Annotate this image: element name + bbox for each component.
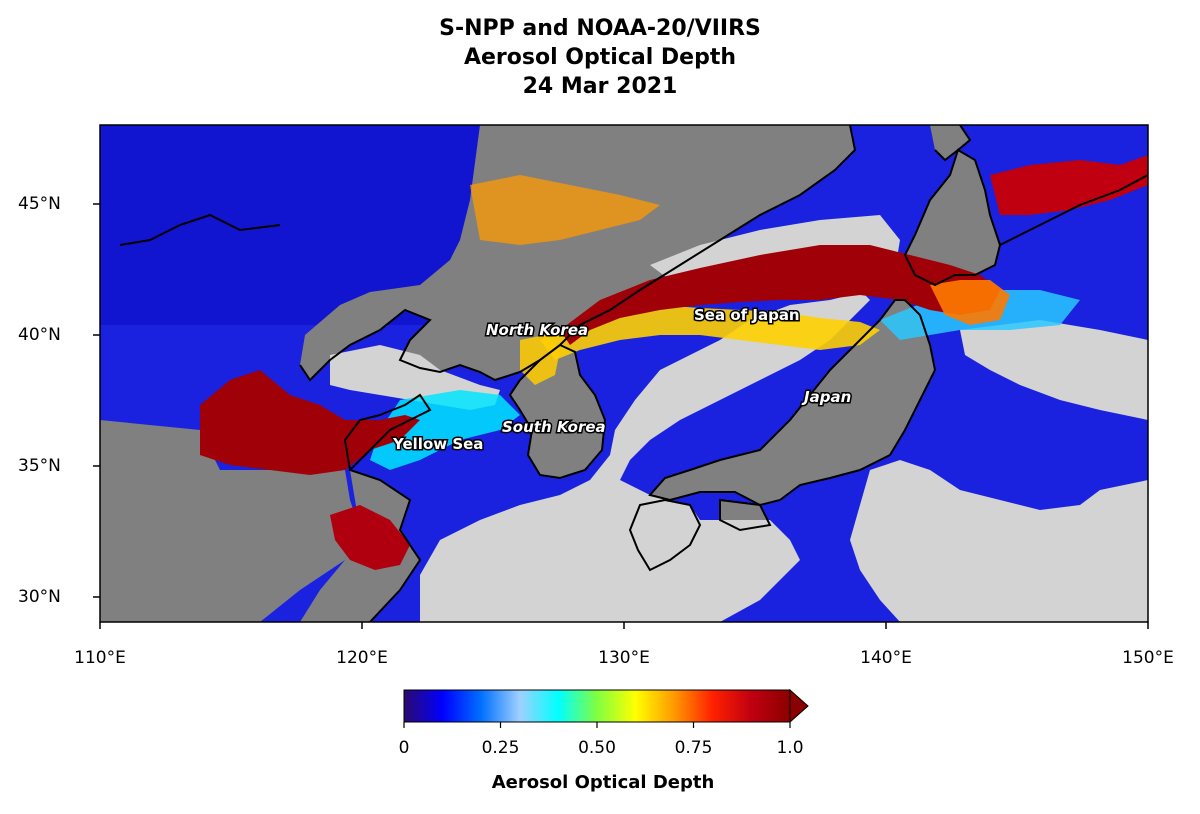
cloud-east-pacific-cells — [960, 320, 1148, 420]
cloud-pacific — [850, 460, 1148, 622]
colorbar-tick-marks — [403, 722, 791, 728]
aod-yellow-band — [540, 305, 880, 360]
y-tick-35n: 35°N — [18, 456, 61, 476]
aod-orange-hokkaido — [930, 280, 1010, 325]
x-tick-120e: 120°E — [336, 648, 388, 668]
land-sakhalin-area — [930, 125, 970, 160]
x-tick-150e: 150°E — [1122, 648, 1174, 668]
colorbar-tick-050: 0.50 — [578, 738, 616, 758]
colorbar-tick-075: 0.75 — [674, 738, 713, 758]
colorbar-tick-025: 0.25 — [481, 738, 520, 758]
land-honshu — [650, 300, 935, 505]
x-tick-marks — [99, 622, 1149, 629]
x-tick-130e: 130°E — [598, 648, 650, 668]
colorbar-extend-arrow — [789, 688, 809, 724]
map-area: North Korea Sea of Japan Japan South Kor… — [100, 125, 1148, 622]
label-yellow-sea: Yellow Sea — [392, 435, 483, 453]
y-tick-40n: 40°N — [18, 325, 61, 345]
aod-red-kuril — [990, 155, 1148, 215]
colorbar — [404, 690, 790, 722]
land-china-manchuria — [300, 125, 855, 380]
y-tick-30n: 30°N — [18, 587, 61, 607]
x-tick-140e: 140°E — [860, 648, 912, 668]
title-line-2: Aerosol Optical Depth — [463, 45, 737, 70]
coastlines — [119, 125, 1148, 622]
y-tick-marks — [93, 203, 100, 598]
label-south-korea: South Korea — [502, 418, 606, 436]
colorbar-label: Aerosol Optical Depth — [491, 772, 715, 793]
label-japan: Japan — [801, 388, 851, 406]
title-line-3: 24 Mar 2021 — [522, 74, 678, 99]
aod-red-shandong — [330, 505, 410, 570]
colorbar-tick-0: 0 — [398, 738, 410, 758]
colorbar-tick-1: 1.0 — [776, 738, 804, 758]
label-north-korea: North Korea — [486, 321, 588, 339]
label-sea-of-japan: Sea of Japan — [694, 306, 800, 324]
title-line-1: S-NPP and NOAA-20/VIIRS — [439, 16, 761, 41]
aod-orange-manchuria — [470, 175, 660, 245]
aod-red-north-china — [200, 370, 420, 475]
x-tick-110e: 110°E — [74, 648, 126, 668]
aod-red-sea-of-japan — [560, 245, 1000, 345]
land-hokkaido — [905, 150, 1000, 285]
y-tick-45n: 45°N — [18, 194, 61, 214]
aod-cyan-band — [370, 390, 520, 470]
